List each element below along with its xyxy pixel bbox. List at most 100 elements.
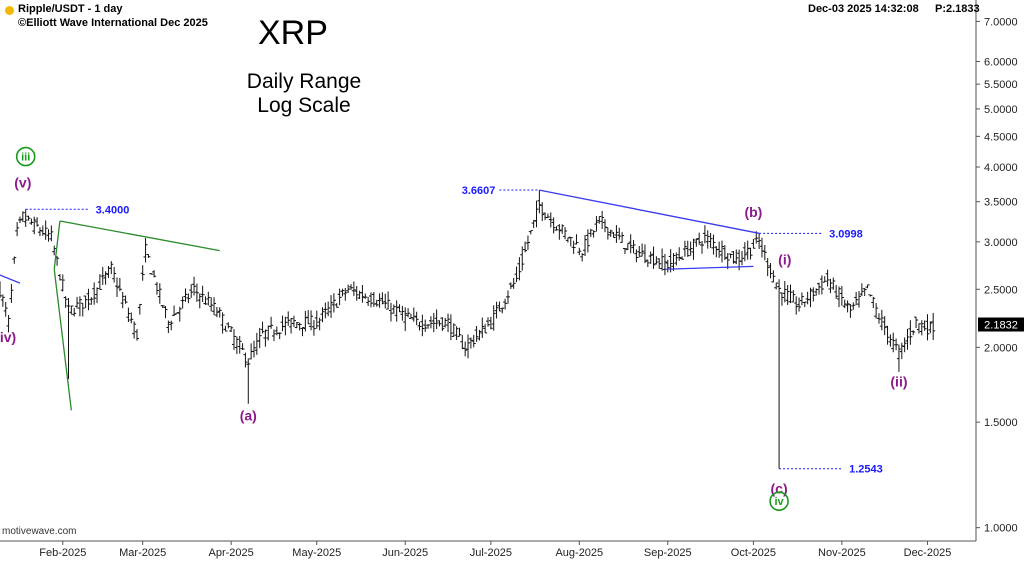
wave-label: iii: [21, 152, 30, 164]
ohlc-bar: [491, 305, 496, 331]
ohlc-bar: [654, 256, 659, 265]
ohlc-bar: [514, 266, 519, 283]
ohlc-bar: [209, 297, 214, 312]
ohlc-bar: [437, 320, 442, 327]
ohlc-bar: [591, 230, 596, 238]
ohlc-bar: [326, 301, 331, 317]
price-level-label: 3.6607: [462, 185, 496, 197]
ohlc-bar: [931, 312, 936, 341]
ohlc-bar: [26, 215, 31, 221]
ohlc-bar: [500, 307, 505, 314]
ohlc-bar: [126, 307, 131, 323]
price-level-label: 3.4000: [96, 204, 130, 216]
x-tick-label: Sep-2025: [644, 547, 692, 559]
ohlc-bar: [386, 291, 391, 310]
ohlc-bar: [266, 325, 271, 341]
ohlc-bar: [351, 281, 356, 296]
ohlc-bar: [822, 276, 827, 283]
ohlc-bar: [505, 290, 510, 304]
wave-label: iv: [774, 496, 784, 508]
price-readout: P:2.1833: [935, 3, 980, 15]
ohlc-bar: [454, 326, 459, 341]
ohlc-bar: [6, 315, 11, 333]
ohlc-bar: [9, 284, 14, 303]
ohlc-bar: [580, 253, 585, 262]
ohlc-bar: [634, 249, 639, 263]
ohlc-bar: [622, 248, 627, 255]
ohlc-bar: [466, 334, 471, 359]
ohlc-bar: [212, 297, 217, 316]
ohlc-bar: [625, 242, 630, 251]
ohlc-bar: [834, 285, 839, 299]
ohlc-bar: [374, 299, 379, 307]
ohlc-bar: [263, 329, 268, 347]
ohlc-bar: [911, 330, 916, 336]
x-tick-label: Jul-2025: [470, 547, 512, 559]
ohlc-bar: [528, 230, 533, 235]
ohlc-bar: [294, 321, 299, 329]
ohlc-bar: [497, 301, 502, 312]
x-tick-label: Apr-2025: [209, 547, 254, 559]
subtitle-range: Daily Range: [246, 70, 362, 93]
ohlc-bar: [406, 308, 411, 318]
trend-line: [0, 274, 21, 284]
ohlc-bar: [77, 296, 82, 317]
ohlc-bar: [717, 241, 722, 258]
ohlc-bar: [203, 296, 208, 305]
ohlc-bar: [888, 334, 893, 347]
ohlc-bar: [100, 266, 105, 285]
ohlc-bar: [811, 287, 816, 302]
x-tick-label: Dec-2025: [904, 547, 952, 559]
ohlc-bar: [814, 288, 819, 296]
ohlc-bar: [731, 250, 736, 264]
ohlc-bar: [246, 358, 251, 404]
ohlc-bar: [597, 215, 602, 224]
ohlc-bar: [349, 284, 354, 291]
ohlc-bar: [306, 310, 311, 325]
ohlc-bar: [705, 230, 710, 249]
ohlc-bar: [671, 253, 676, 271]
ohlc-bar: [774, 282, 779, 290]
ohlc-bar: [739, 250, 744, 266]
ohlc-bar: [825, 269, 830, 287]
y-tick-label: 5.0000: [984, 104, 1018, 116]
price-level-label: 1.2543: [849, 464, 883, 476]
ohlc-bar: [0, 294, 5, 307]
ohlc-bar: [657, 258, 662, 269]
ohlc-bar: [791, 290, 796, 303]
ohlc-bar: [908, 320, 913, 345]
ohlc-bar: [414, 311, 419, 326]
ohlc-bar: [768, 262, 773, 279]
ohlc-bar: [411, 307, 416, 322]
ohlc-bar: [106, 266, 111, 279]
ohlc-bar: [782, 281, 787, 303]
ohlc-bar: [95, 287, 100, 304]
trend-line: [53, 269, 72, 411]
ohlc-bar: [457, 327, 462, 337]
ohlc-bar: [366, 296, 371, 307]
ohlc-bar: [317, 317, 322, 331]
ohlc-bar: [200, 285, 205, 302]
ohlc-bar: [12, 256, 17, 264]
ohlc-bar: [563, 227, 568, 240]
ohlc-bar: [309, 310, 314, 331]
ohlc-bar: [426, 324, 431, 329]
ohlc-bar: [922, 320, 927, 331]
ohlc-bar: [651, 246, 656, 269]
ohlc-bar: [271, 329, 276, 342]
ohlc-bar: [777, 279, 782, 469]
ohlc-bar: [585, 229, 590, 253]
ohlc-bar: [123, 295, 128, 304]
ohlc-bar: [3, 301, 8, 317]
ohlc-bar: [916, 323, 921, 334]
ohlc-bar: [243, 352, 248, 368]
ohlc-bar: [919, 320, 924, 336]
status-dot: [5, 6, 14, 15]
ohlc-bar: [588, 228, 593, 237]
ohlc-bar: [192, 276, 197, 296]
ohlc-bar: [537, 190, 542, 214]
ohlc-bar: [314, 310, 319, 329]
ohlc-bar: [631, 239, 636, 254]
ohlc-bar: [645, 259, 650, 267]
ohlc-bar: [80, 302, 85, 317]
